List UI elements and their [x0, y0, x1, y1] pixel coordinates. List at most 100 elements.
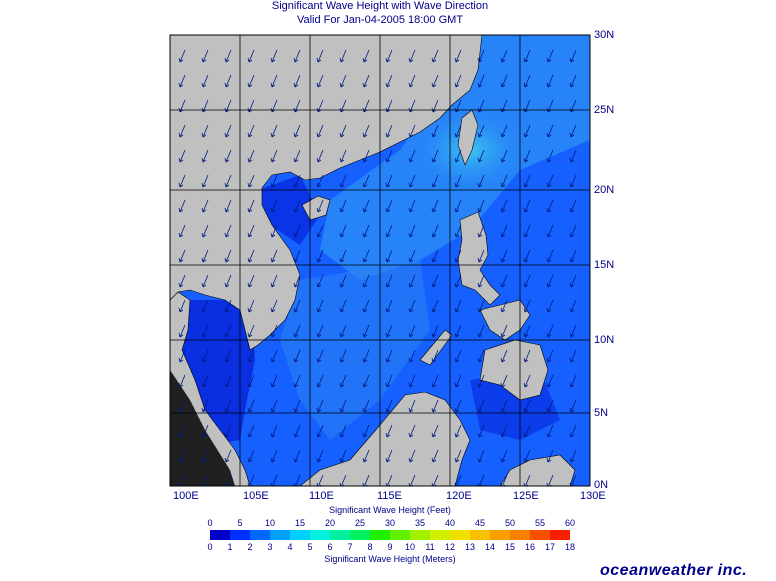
- wave-direction-arrow: [454, 149, 462, 163]
- wave-direction-arrow: [201, 424, 209, 438]
- wave-direction-arrow: [408, 374, 416, 388]
- wave-direction-arrow: [454, 449, 462, 463]
- wave-direction-arrow: [385, 424, 393, 438]
- wave-direction-arrow: [408, 124, 416, 138]
- wave-direction-arrow: [224, 324, 232, 338]
- wave-direction-arrow: [385, 374, 393, 388]
- wave-direction-arrow: [477, 249, 485, 263]
- wave-direction-arrow: [385, 199, 393, 213]
- wave-direction-arrow: [569, 174, 577, 188]
- colorbar-meter-tick: 9: [387, 542, 393, 552]
- wave-direction-arrow: [316, 324, 324, 338]
- wave-direction-arrow: [224, 474, 232, 486]
- wave-direction-arrow: [178, 349, 186, 363]
- wave-direction-arrow: [431, 124, 439, 138]
- wave-direction-arrow: [477, 149, 485, 163]
- wave-direction-arrow: [339, 49, 347, 63]
- wave-direction-arrow: [385, 49, 393, 63]
- colorbar-swatch: [310, 530, 330, 540]
- lat-label-0n: 0N: [594, 479, 609, 491]
- map-frame: [169, 34, 591, 487]
- lat-lon-grid: [170, 35, 590, 486]
- wave-direction-arrow: [201, 324, 209, 338]
- wave-direction-arrow: [477, 474, 485, 486]
- wave-direction-arrow: [293, 274, 301, 288]
- wave-direction-arrow: [569, 324, 577, 338]
- colorbar-meter-tick: 1: [227, 542, 233, 552]
- wave-direction-arrow: [316, 274, 324, 288]
- wave-direction-arrow: [454, 249, 462, 263]
- wave-direction-arrow: [385, 299, 393, 313]
- land-sulawesi: [499, 454, 576, 486]
- colorbar-meter-tick: 5: [307, 542, 313, 552]
- wave-direction-arrow: [385, 74, 393, 88]
- wave-direction-arrow: [546, 174, 554, 188]
- wave-direction-arrow: [339, 124, 347, 138]
- chart-title-line1: Significant Wave Height with Wave Direct…: [271, 0, 489, 12]
- wave-direction-arrow: [316, 299, 324, 313]
- wave-direction-arrow: [431, 349, 439, 363]
- wave-direction-arrow: [523, 374, 531, 388]
- wave-direction-arrow: [270, 274, 278, 288]
- wave-direction-arrow: [247, 199, 255, 213]
- wave-zone-moderate-central: [280, 260, 430, 440]
- colorbar-meter-tick: 15: [504, 542, 516, 552]
- wave-direction-arrow: [178, 374, 186, 388]
- wave-direction-arrow: [293, 449, 301, 463]
- wave-direction-arrow: [178, 274, 186, 288]
- wave-direction-arrow: [339, 399, 347, 413]
- wave-direction-arrow: [270, 474, 278, 486]
- wave-direction-arrow: [339, 249, 347, 263]
- wave-direction-arrow: [270, 74, 278, 88]
- lon-label-115e: 115E: [377, 490, 402, 502]
- wave-direction-arrow: [362, 399, 370, 413]
- wave-direction-arrow: [270, 199, 278, 213]
- wave-direction-arrow: [500, 199, 508, 213]
- colorbar-meter-tick: 6: [327, 542, 333, 552]
- wave-direction-arrow: [454, 324, 462, 338]
- wave-direction-arrow: [477, 174, 485, 188]
- wave-direction-arrow: [293, 49, 301, 63]
- colorbar-swatch: [510, 530, 530, 540]
- wave-direction-arrow: [316, 224, 324, 238]
- wave-direction-arrow: [523, 449, 531, 463]
- wave-direction-arrow: [523, 299, 531, 313]
- wave-direction-arrow: [247, 349, 255, 363]
- wave-direction-arrow: [477, 199, 485, 213]
- wave-direction-arrow: [316, 199, 324, 213]
- wave-direction-arrow: [201, 149, 209, 163]
- wave-direction-arrow: [201, 299, 209, 313]
- wave-direction-arrow: [247, 49, 255, 63]
- wave-direction-arrow: [247, 324, 255, 338]
- colorbar-meter-tick: 4: [287, 542, 293, 552]
- wave-direction-arrow: [339, 274, 347, 288]
- wave-direction-arrow: [339, 174, 347, 188]
- wave-direction-arrow: [431, 299, 439, 313]
- wave-direction-arrow: [270, 224, 278, 238]
- lon-label-105e: 105E: [243, 490, 269, 502]
- wave-direction-arrow: [569, 124, 577, 138]
- colorbar-meter-tick: 16: [524, 542, 536, 552]
- wave-direction-arrow: [569, 374, 577, 388]
- wave-direction-arrow: [316, 349, 324, 363]
- wave-direction-arrow: [523, 249, 531, 263]
- wave-direction-arrow: [569, 199, 577, 213]
- wave-direction-arrow: [316, 249, 324, 263]
- wave-direction-arrow: [500, 174, 508, 188]
- wave-direction-arrow: [247, 274, 255, 288]
- wave-direction-arrow: [178, 124, 186, 138]
- wave-direction-arrow: [201, 49, 209, 63]
- wave-direction-arrow: [178, 149, 186, 163]
- wave-direction-arrow: [247, 299, 255, 313]
- wave-direction-arrow: [569, 349, 577, 363]
- wave-direction-arrow: [569, 399, 577, 413]
- oceanweather-logo: oceanweather inc.: [600, 562, 748, 579]
- wave-direction-arrow: [178, 474, 186, 486]
- wave-direction-arrow: [500, 449, 508, 463]
- wave-direction-arrow: [408, 249, 416, 263]
- land-borneo: [299, 391, 471, 486]
- wave-direction-arrow: [270, 449, 278, 463]
- colorbar-feet-tick: 25: [354, 518, 366, 528]
- wave-direction-arrow: [178, 324, 186, 338]
- wave-direction-arrow: [431, 224, 439, 238]
